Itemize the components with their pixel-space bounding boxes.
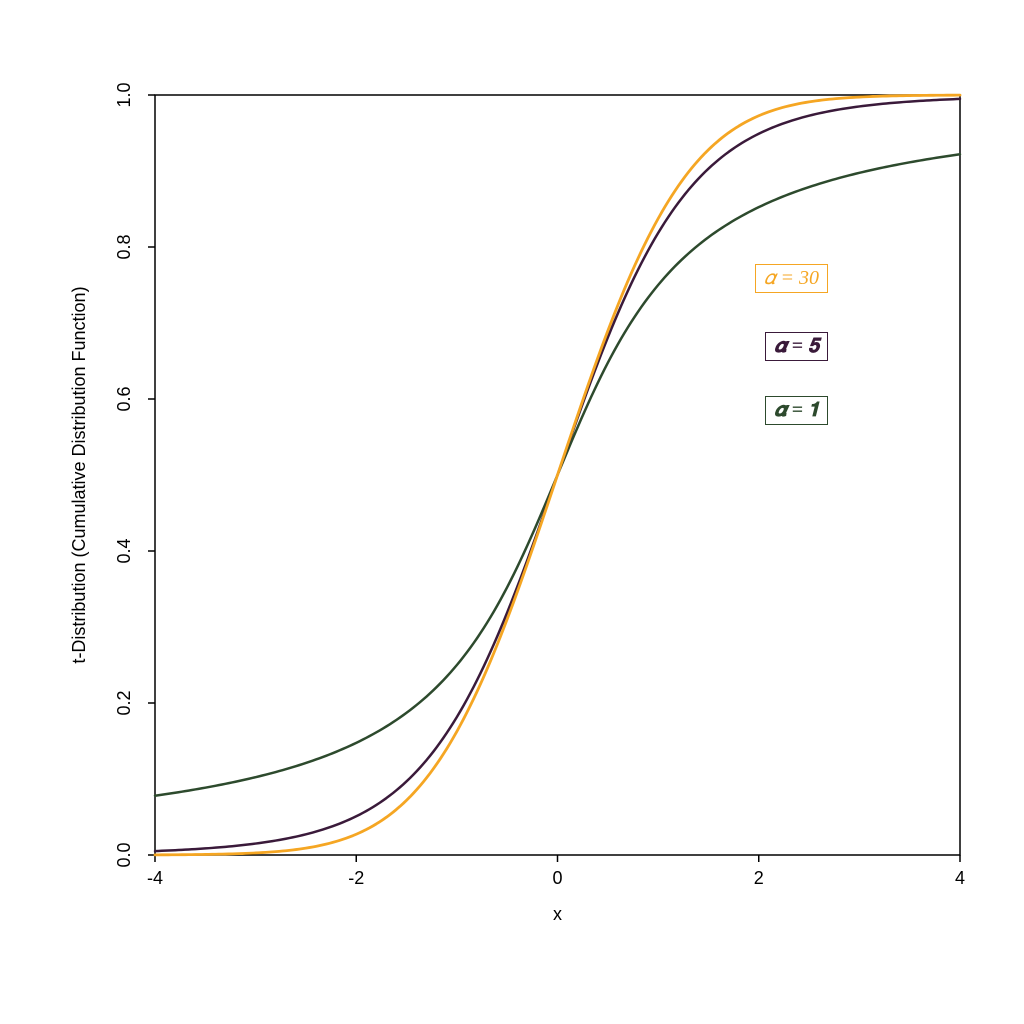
x-tick-label: 2 bbox=[754, 868, 764, 888]
x-axis-label: x bbox=[553, 904, 562, 924]
cdf-chart: -4 -2 0 2 4 x 0.0 0.2 0.4 0.6 0.8 1.0 t-Distribution… bbox=[0, 0, 1024, 1024]
legend-item-alpha_1: 𝜶 = 𝟏 bbox=[765, 396, 828, 425]
legend-item-alpha_30: 𝛼 = 30 bbox=[755, 264, 828, 293]
chart-container: -4 -2 0 2 4 x 0.0 0.2 0.4 0.6 0.8 1.0 t-Distribution… bbox=[0, 0, 1024, 1024]
y-tick-label: 0.8 bbox=[114, 234, 134, 259]
y-tick-label: 0.4 bbox=[114, 538, 134, 563]
y-axis-label: t-Distribution (Cumulative Distribution … bbox=[69, 286, 89, 663]
x-tick-label: -4 bbox=[147, 868, 163, 888]
legend-item-alpha_5: 𝜶 = 𝟓 bbox=[765, 332, 828, 361]
x-tick-label: 4 bbox=[955, 868, 965, 888]
series-alpha_30 bbox=[155, 95, 960, 855]
y-tick-label: 0.0 bbox=[114, 842, 134, 867]
y-tick-label: 1.0 bbox=[114, 82, 134, 107]
y-tick-label: 0.2 bbox=[114, 690, 134, 715]
x-tick-label: -2 bbox=[348, 868, 364, 888]
y-tick-label: 0.6 bbox=[114, 386, 134, 411]
x-tick-label: 0 bbox=[552, 868, 562, 888]
